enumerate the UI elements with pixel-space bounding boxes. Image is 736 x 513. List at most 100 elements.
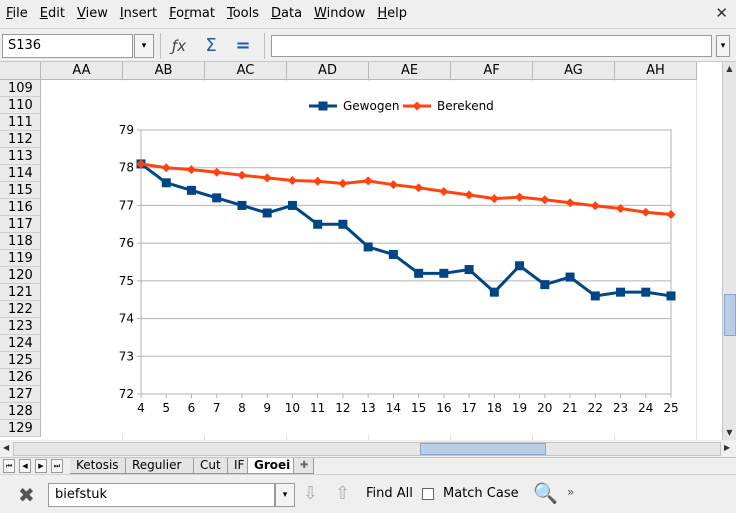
row-header-125[interactable]: 125 xyxy=(0,352,41,369)
row-header-128[interactable]: 128 xyxy=(0,403,41,420)
row-header-123[interactable]: 123 xyxy=(0,318,41,335)
more-options-icon[interactable]: » xyxy=(567,485,575,499)
row-header-115[interactable]: 115 xyxy=(0,182,41,199)
legend-marker-berekend xyxy=(412,101,422,111)
sheet-tab-groei[interactable]: Groei xyxy=(248,458,294,474)
find-replace-icon[interactable]: 🔍 xyxy=(533,481,558,505)
y-tick-label: 74 xyxy=(119,312,134,326)
row-header-121[interactable]: 121 xyxy=(0,284,41,301)
row-header-119[interactable]: 119 xyxy=(0,250,41,267)
vertical-scrollbar[interactable]: ▲ ▼ xyxy=(722,62,736,440)
scroll-right-icon[interactable]: ▶ xyxy=(724,443,731,452)
data-point-berekend xyxy=(136,159,146,169)
x-tick-label: 11 xyxy=(310,401,325,415)
menu-window[interactable]: Window xyxy=(314,6,366,21)
row-header-122[interactable]: 122 xyxy=(0,301,41,318)
y-tick-label: 76 xyxy=(119,236,134,250)
row-header-127[interactable]: 127 xyxy=(0,386,41,403)
embedded-chart[interactable]: 72 73 74 75 76 77 78 79 4 5 6 7 8 9 10 11 12 13 14 15 16 17 18… xyxy=(107,81,693,435)
scroll-down-icon[interactable]: ▼ xyxy=(726,428,733,437)
sum-icon[interactable]: Σ xyxy=(205,35,217,56)
menu-view[interactable]: View xyxy=(76,6,108,21)
formula-input[interactable] xyxy=(271,35,712,57)
row-header-111[interactable]: 111 xyxy=(0,114,41,131)
column-header-ad[interactable]: AD xyxy=(287,62,369,80)
find-dropdown-icon[interactable]: ▾ xyxy=(275,483,295,507)
row-header-112[interactable]: 112 xyxy=(0,131,41,148)
row-header-109[interactable]: 109 xyxy=(0,80,41,97)
find-previous-icon[interactable]: ⇧ xyxy=(335,483,351,504)
row-header-129[interactable]: 129 xyxy=(0,420,41,437)
find-next-icon[interactable]: ⇩ xyxy=(303,483,319,504)
column-header-ac[interactable]: AC xyxy=(205,62,287,80)
previous-sheet-icon[interactable]: ◀ xyxy=(19,459,31,473)
row-header-117[interactable]: 117 xyxy=(0,216,41,233)
close-document-icon[interactable]: ✕ xyxy=(715,4,728,22)
sheet-tab-if[interactable]: IF xyxy=(228,458,248,474)
menu-insert[interactable]: Insert xyxy=(119,6,158,21)
sheet-tab-regulier[interactable]: Regulier xyxy=(126,458,194,474)
row-header-120[interactable]: 120 xyxy=(0,267,41,284)
legend-marker-gewogen xyxy=(318,101,328,111)
x-tick-label: 15 xyxy=(411,401,426,415)
last-sheet-icon[interactable]: ⏭ xyxy=(51,459,63,473)
horizontal-scroll-thumb[interactable] xyxy=(420,443,546,455)
match-case-label[interactable]: Match Case xyxy=(443,486,519,501)
data-point-berekend xyxy=(540,195,550,205)
x-tick-label: 22 xyxy=(588,401,603,415)
menu-edit[interactable]: Edit xyxy=(39,6,65,21)
add-sheet-icon[interactable]: ✚ xyxy=(294,458,314,474)
scroll-up-icon[interactable]: ▲ xyxy=(726,64,733,73)
find-all-button[interactable]: Find All xyxy=(366,486,413,501)
row-header-113[interactable]: 113 xyxy=(0,148,41,165)
data-point-berekend xyxy=(414,183,424,193)
spreadsheet-grid[interactable]: AA AB AC AD AE AF AG AH 109 110 111 112 113 114 115 116… xyxy=(0,62,736,440)
next-sheet-icon[interactable]: ▶ xyxy=(35,459,47,473)
data-point-berekend xyxy=(464,190,474,200)
row-header-114[interactable]: 114 xyxy=(0,165,41,182)
y-tick-label: 73 xyxy=(119,349,134,363)
function-equals-icon[interactable]: = xyxy=(235,35,251,56)
sheet-tab-ketosis[interactable]: Ketosis xyxy=(70,458,126,474)
menu-help[interactable]: Help xyxy=(377,6,407,21)
row-header-116[interactable]: 116 xyxy=(0,199,41,216)
column-header-ag[interactable]: AG xyxy=(533,62,615,80)
column-gridline xyxy=(696,80,697,440)
data-point-berekend xyxy=(489,194,499,204)
close-find-icon[interactable]: ✖ xyxy=(18,483,35,507)
horizontal-scrollbar[interactable] xyxy=(13,442,721,456)
data-point-berekend xyxy=(212,167,222,177)
data-point-berekend xyxy=(439,186,449,196)
match-case-checkbox[interactable] xyxy=(422,488,434,500)
column-header-aa[interactable]: AA xyxy=(41,62,123,80)
column-header-af[interactable]: AF xyxy=(451,62,533,80)
row-header-124[interactable]: 124 xyxy=(0,335,41,352)
x-tick-label: 17 xyxy=(461,401,476,415)
select-all-corner[interactable] xyxy=(0,62,41,80)
first-sheet-icon[interactable]: ⏮ xyxy=(3,459,15,473)
plot-area xyxy=(140,129,672,395)
name-box[interactable]: S136 xyxy=(2,34,133,58)
data-point-gewogen xyxy=(464,265,474,275)
row-header-118[interactable]: 118 xyxy=(0,233,41,250)
column-header-ah[interactable]: AH xyxy=(615,62,697,80)
vertical-scroll-thumb[interactable] xyxy=(724,294,736,336)
data-point-gewogen xyxy=(313,219,323,229)
sheet-tab-cut[interactable]: Cut xyxy=(194,458,228,474)
column-header-ae[interactable]: AE xyxy=(369,62,451,80)
row-header-110[interactable]: 110 xyxy=(0,97,41,114)
name-box-dropdown-icon[interactable]: ▾ xyxy=(134,34,154,58)
formula-expand-icon[interactable]: ▾ xyxy=(716,35,730,57)
find-input[interactable]: biefstuk xyxy=(48,483,275,507)
function-wizard-icon[interactable]: ƒx xyxy=(171,37,187,55)
menu-file[interactable]: File xyxy=(6,6,28,21)
menu-tools[interactable]: Tools xyxy=(226,6,259,21)
column-header-ab[interactable]: AB xyxy=(123,62,205,80)
menu-format[interactable]: Format xyxy=(169,6,215,21)
data-point-berekend xyxy=(363,176,373,186)
scroll-left-icon[interactable]: ◀ xyxy=(3,443,10,452)
x-tick-label: 25 xyxy=(663,401,678,415)
menu-data[interactable]: Data xyxy=(271,6,303,21)
row-header-126[interactable]: 126 xyxy=(0,369,41,386)
